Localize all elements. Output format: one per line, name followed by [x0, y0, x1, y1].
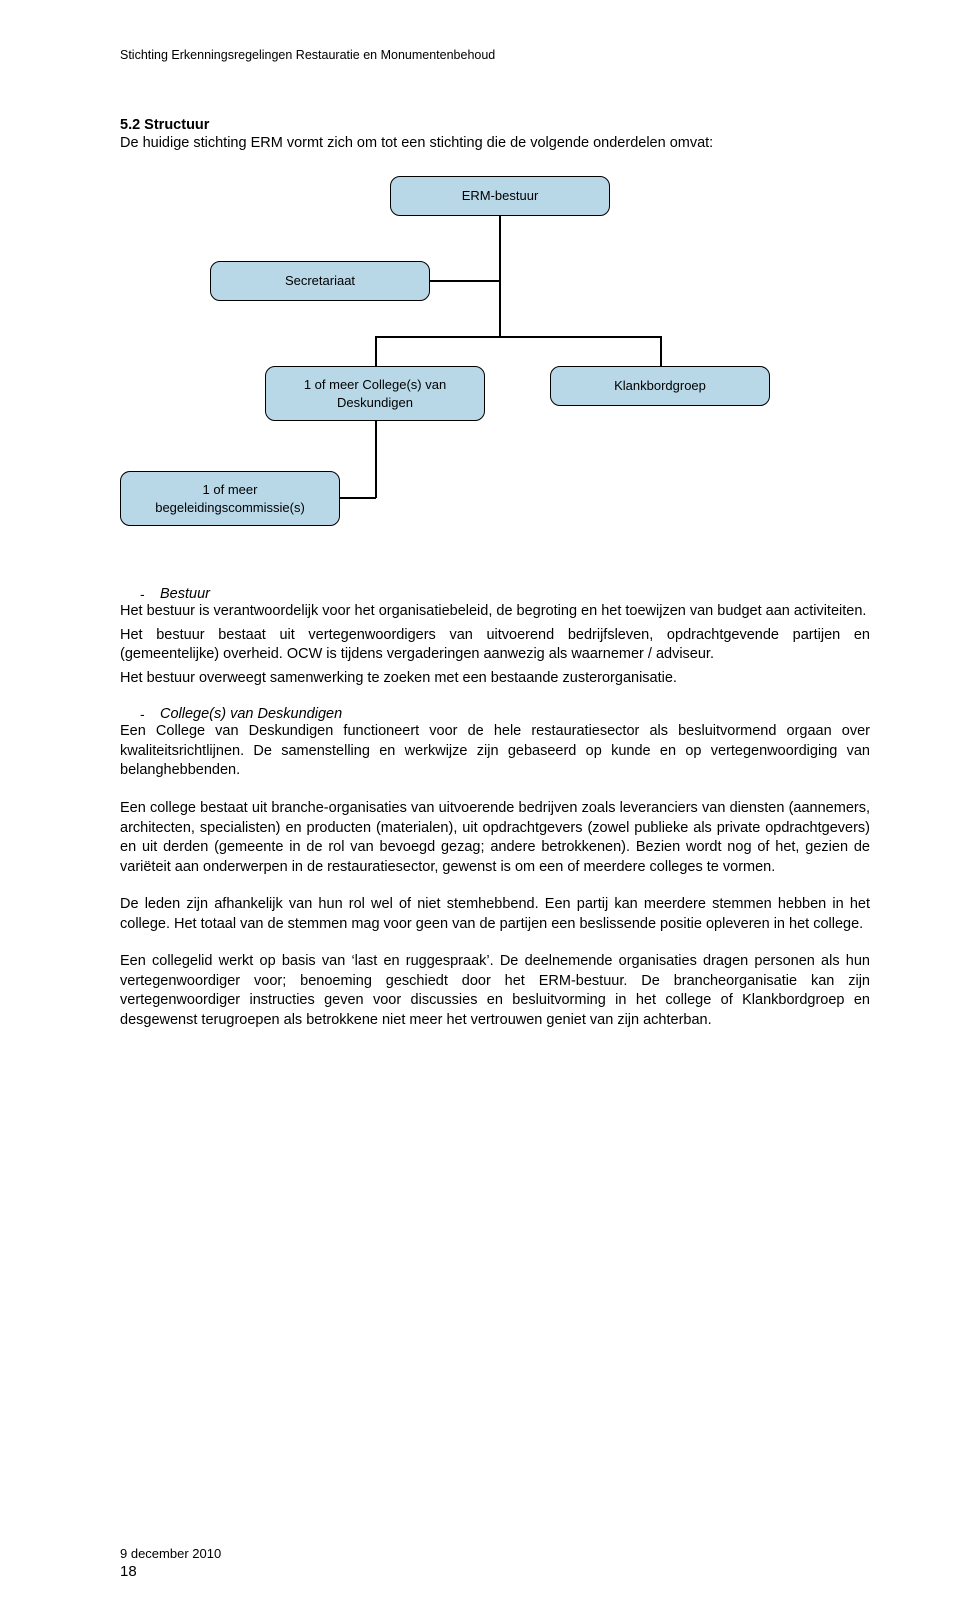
bullet-dash-icon: - — [120, 586, 160, 602]
document-header: Stichting Erkenningsregelingen Restaurat… — [120, 48, 870, 62]
connector — [499, 216, 501, 281]
page-footer: 9 december 2010 18 — [120, 1546, 221, 1580]
bullet-dash-icon: - — [120, 706, 160, 722]
bullet-bestuur: - Bestuur — [120, 586, 870, 602]
connector — [375, 336, 662, 338]
paragraph: Een college bestaat uit branche-organisa… — [120, 799, 870, 877]
paragraph: Het bestuur bestaat uit vertegenwoordige… — [120, 626, 870, 665]
paragraph: Een College van Deskundigen functioneert… — [120, 722, 870, 781]
node-klankbordgroep: Klankbordgroep — [550, 366, 770, 406]
connector — [660, 336, 662, 366]
paragraph: Het bestuur overweegt samenwerking te zo… — [120, 669, 870, 689]
node-begeleidingscommissie: 1 of meer begeleidingscommissie(s) — [120, 471, 340, 526]
node-erm-bestuur: ERM-bestuur — [390, 176, 610, 216]
footer-page-number: 18 — [120, 1563, 137, 1580]
footer-date: 9 december 2010 — [120, 1546, 221, 1561]
connector — [375, 336, 377, 366]
org-chart: ERM-bestuur Secretariaat 1 of meer Colle… — [120, 176, 870, 556]
paragraph: Een collegelid werkt op basis van ‘last … — [120, 952, 870, 1030]
bullet-label-college: College(s) van Deskundigen — [160, 706, 342, 722]
paragraph: Het bestuur is verantwoordelijk voor het… — [120, 602, 870, 622]
section-title: 5.2 Structuur — [120, 117, 870, 133]
bullet-college: - College(s) van Deskundigen — [120, 706, 870, 722]
node-secretariaat: Secretariaat — [210, 261, 430, 301]
connector — [499, 281, 501, 336]
page: Stichting Erkenningsregelingen Restaurat… — [0, 0, 960, 1620]
bullet-label-bestuur: Bestuur — [160, 586, 210, 602]
connector — [430, 280, 500, 282]
connector — [375, 421, 377, 498]
node-college: 1 of meer College(s) van Deskundigen — [265, 366, 485, 421]
paragraph: De leden zijn afhankelijk van hun rol we… — [120, 895, 870, 934]
intro-text: De huidige stichting ERM vormt zich om t… — [120, 135, 870, 151]
connector — [340, 497, 376, 499]
